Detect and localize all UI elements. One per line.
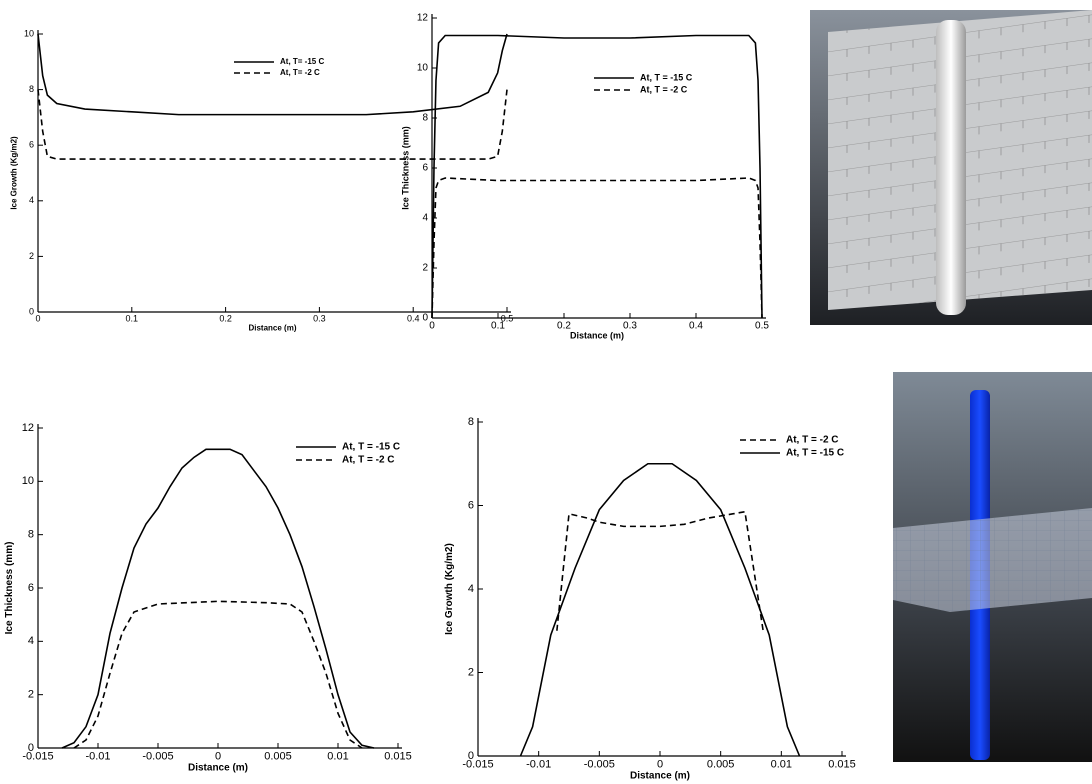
x-axis-label: Distance (m)	[630, 770, 690, 781]
x-tick-label: 0	[35, 314, 40, 324]
x-tick-label: 0.005	[707, 759, 735, 771]
legend-label: At, T = -15 C	[640, 72, 693, 82]
x-tick-label: -0.015	[22, 751, 53, 763]
y-tick-label: 2	[28, 689, 34, 701]
y-tick-label: 8	[422, 113, 428, 124]
data-line	[62, 449, 374, 748]
y-tick-label: 10	[24, 28, 34, 38]
y-tick-label: 4	[468, 583, 474, 595]
y-tick-label: 8	[468, 416, 474, 428]
y-tick-label: 10	[22, 475, 34, 487]
y-tick-label: 6	[468, 499, 474, 511]
x-tick-label: 0.015	[384, 751, 412, 763]
y-tick-label: 12	[417, 13, 429, 24]
data-line	[38, 90, 507, 160]
x-tick-label: 0.1	[491, 321, 505, 332]
x-tick-label: -0.01	[526, 759, 551, 771]
x-tick-label: 0.3	[313, 314, 326, 324]
x-axis-label: Distance (m)	[248, 323, 296, 332]
data-line	[432, 178, 762, 318]
y-tick-label: 6	[29, 140, 34, 150]
y-axis-label: Ice Growth (Kg/m2)	[444, 543, 455, 635]
x-tick-label: 0.5	[755, 321, 769, 332]
legend-label: At, T= -2 C	[280, 68, 320, 77]
y-tick-label: 6	[28, 582, 34, 594]
legend-label: At, T = -2 C	[786, 435, 839, 446]
x-tick-label: 0.015	[828, 759, 856, 771]
y-axis-label: Ice Thickness (mm)	[4, 542, 15, 635]
x-tick-label: 0.3	[623, 321, 637, 332]
figure: 0 2 4 6 8 10 0 0.1 0.2 0.3 0.4 0.5 Distance (m) Ice G…	[0, 0, 1092, 784]
x-axis-label: Distance (m)	[188, 762, 248, 773]
y-tick-label: 10	[417, 63, 429, 74]
legend-label: At, T = -15 C	[786, 448, 844, 459]
y-tick-label: 2	[422, 263, 428, 274]
y-tick-label: 4	[28, 635, 34, 647]
y-tick-label: 2	[468, 666, 474, 678]
render-bottom	[893, 372, 1092, 762]
y-tick-label: 8	[28, 529, 34, 541]
x-tick-label: 0.005	[264, 751, 292, 763]
legend-label: At, T = -2 C	[640, 84, 688, 94]
x-axis-label: Distance (m)	[570, 330, 624, 340]
x-tick-label: -0.01	[85, 751, 110, 763]
y-axis-label: Ice Thickness (mm)	[400, 126, 410, 210]
y-tick-label: 6	[422, 163, 428, 174]
y-tick-label: 0	[422, 313, 428, 324]
legend-label: At, T = -15 C	[342, 442, 400, 453]
y-axis-label: Ice Growth (Kg/m2)	[10, 136, 19, 210]
y-tick-label: 0	[29, 306, 34, 316]
legend-label: At, T = -2 C	[342, 455, 395, 466]
y-tick-label: 4	[422, 213, 428, 224]
data-line	[520, 464, 799, 756]
legend-label: At, T= -15 C	[280, 57, 324, 66]
x-tick-label: 0.2	[219, 314, 232, 324]
x-tick-label: 0.4	[407, 314, 420, 324]
x-tick-label: -0.005	[142, 751, 173, 763]
x-tick-label: 0	[215, 751, 221, 763]
x-tick-label: 0.01	[771, 759, 792, 771]
y-tick-label: 8	[29, 84, 34, 94]
x-tick-label: 0	[429, 321, 435, 332]
x-tick-label: 0.01	[327, 751, 348, 763]
render-top	[810, 10, 1092, 325]
y-tick-label: 2	[29, 251, 34, 261]
x-tick-label: 0.4	[689, 321, 703, 332]
x-tick-label: 0	[657, 759, 663, 771]
y-tick-label: 4	[29, 195, 34, 205]
x-tick-label: -0.015	[462, 759, 493, 771]
x-tick-label: 0.1	[126, 314, 139, 324]
data-line	[557, 512, 763, 631]
y-tick-label: 12	[22, 422, 34, 434]
x-tick-label: -0.005	[584, 759, 615, 771]
